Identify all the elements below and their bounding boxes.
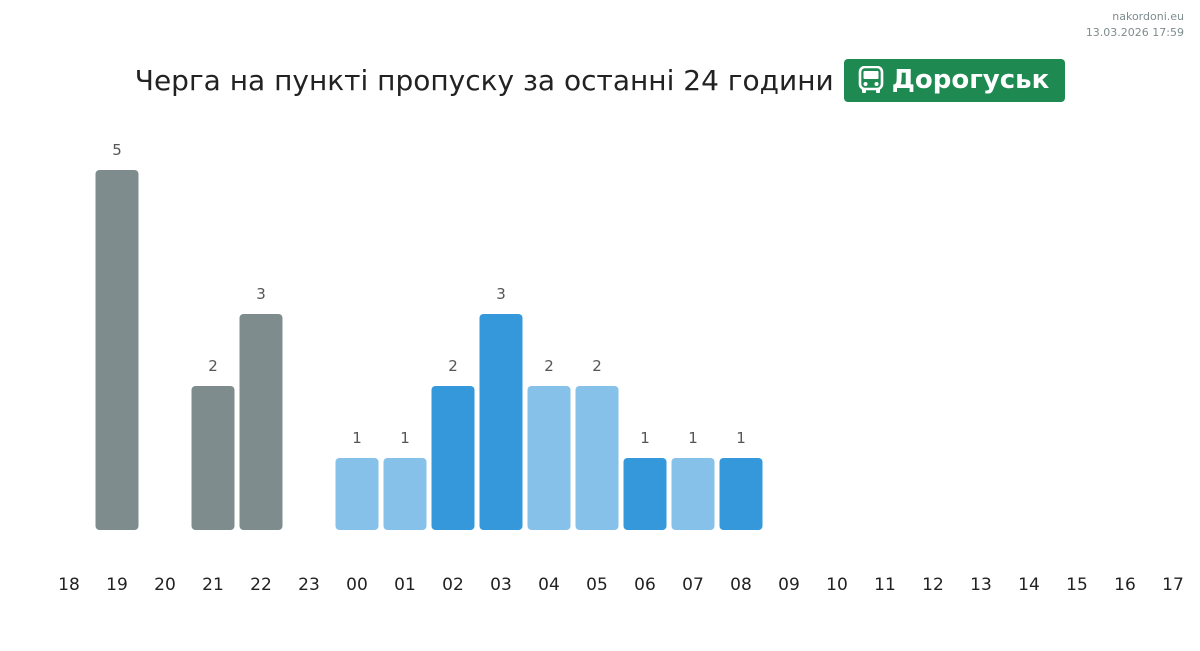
x-tick-label: 19 [106, 575, 128, 595]
x-tick-label: 13 [970, 575, 992, 595]
bar-value-label: 1 [352, 429, 362, 447]
bar [335, 458, 379, 530]
x-tick-label: 10 [826, 575, 848, 595]
checkpoint-badge: Дорогуськ [843, 58, 1066, 102]
bar-value-label: 2 [448, 357, 458, 375]
x-tick-label: 18 [58, 575, 80, 595]
x-tick-label: 16 [1114, 575, 1136, 595]
bar [623, 458, 667, 530]
bar [383, 458, 427, 530]
bar [191, 386, 235, 530]
bar-value-label: 1 [736, 429, 746, 447]
bar-value-label: 1 [640, 429, 650, 447]
x-tick-label: 12 [922, 575, 944, 595]
bar-value-label: 3 [496, 285, 506, 303]
bar [431, 386, 475, 530]
x-tick-label: 01 [394, 575, 416, 595]
bus-icon [858, 66, 884, 94]
source-site: nakordoni.eu [1112, 10, 1184, 23]
x-tick-label: 00 [346, 575, 368, 595]
x-tick-label: 22 [250, 575, 272, 595]
x-tick-label: 17 [1162, 575, 1184, 595]
bar-value-label: 5 [112, 141, 122, 159]
chart-header: Черга на пункті пропуску за останні 24 г… [0, 58, 1200, 102]
source-info: nakordoni.eu 13.03.2026 17:59 [1086, 9, 1184, 41]
x-tick-label: 20 [154, 575, 176, 595]
x-tick-label: 09 [778, 575, 800, 595]
x-tick-label: 03 [490, 575, 512, 595]
x-tick-label: 05 [586, 575, 608, 595]
bar [575, 386, 619, 530]
bar [95, 170, 139, 530]
x-tick-label: 11 [874, 575, 896, 595]
bar-value-label: 2 [592, 357, 602, 375]
x-tick-label: 15 [1066, 575, 1088, 595]
bar [239, 314, 283, 530]
x-tick-label: 07 [682, 575, 704, 595]
bar-value-label: 3 [256, 285, 266, 303]
bar [719, 458, 763, 530]
checkpoint-name: Дорогуськ [891, 65, 1050, 95]
bar [671, 458, 715, 530]
bar [527, 386, 571, 530]
bar-value-label: 1 [688, 429, 698, 447]
bar-value-label: 2 [208, 357, 218, 375]
bar-value-label: 2 [544, 357, 554, 375]
page-title: Черга на пункті пропуску за останні 24 г… [134, 63, 834, 97]
x-tick-label: 23 [298, 575, 320, 595]
source-datetime: 13.03.2026 17:59 [1085, 26, 1184, 39]
x-tick-label: 04 [538, 575, 560, 595]
bar-value-label: 1 [400, 429, 410, 447]
x-tick-label: 08 [730, 575, 752, 595]
x-tick-label: 14 [1018, 575, 1040, 595]
x-tick-label: 06 [634, 575, 656, 595]
x-tick-label: 02 [442, 575, 464, 595]
bar [479, 314, 523, 530]
x-tick-label: 21 [202, 575, 224, 595]
